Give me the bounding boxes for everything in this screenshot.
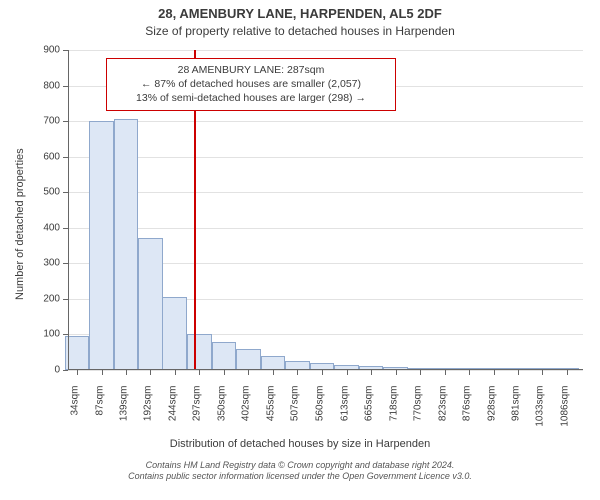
footer-line-2: Contains public sector information licen… <box>0 471 600 482</box>
histogram-bar <box>138 238 163 370</box>
info-box: 28 AMENBURY LANE: 287sqm ← 87% of detach… <box>106 58 396 111</box>
x-tick-mark <box>445 370 446 375</box>
chart-title-main: 28, AMENBURY LANE, HARPENDEN, AL5 2DF <box>0 6 600 21</box>
y-axis-line <box>68 50 69 370</box>
x-tick-label: 613sqm <box>339 386 350 434</box>
x-tick-label: 1086sqm <box>560 386 571 434</box>
x-tick-mark <box>322 370 323 375</box>
x-tick-mark <box>126 370 127 375</box>
grid-line <box>68 228 583 229</box>
x-tick-mark <box>469 370 470 375</box>
x-tick-mark <box>567 370 568 375</box>
chart-title-sub: Size of property relative to detached ho… <box>0 24 600 38</box>
footer-attribution: Contains HM Land Registry data © Crown c… <box>0 460 600 483</box>
x-tick-label: 823sqm <box>437 386 448 434</box>
x-tick-label: 1033sqm <box>535 386 546 434</box>
histogram-bar <box>187 334 212 370</box>
y-tick-label: 900 <box>30 45 60 56</box>
x-tick-mark <box>396 370 397 375</box>
y-tick-label: 500 <box>30 187 60 198</box>
y-tick-mark <box>63 86 68 87</box>
x-tick-label: 87sqm <box>94 386 105 434</box>
x-axis-label: Distribution of detached houses by size … <box>0 438 600 450</box>
y-tick-mark <box>63 50 68 51</box>
x-tick-mark <box>494 370 495 375</box>
y-tick-label: 400 <box>30 222 60 233</box>
x-tick-mark <box>102 370 103 375</box>
grid-line <box>68 121 583 122</box>
x-tick-label: 455sqm <box>266 386 277 434</box>
y-tick-mark <box>63 228 68 229</box>
x-tick-label: 718sqm <box>388 386 399 434</box>
y-axis-label: Number of detached properties <box>14 148 26 300</box>
y-tick-mark <box>63 192 68 193</box>
y-tick-mark <box>63 334 68 335</box>
y-tick-mark <box>63 157 68 158</box>
x-tick-mark <box>248 370 249 375</box>
info-line-1: 28 AMENBURY LANE: 287sqm <box>113 63 389 77</box>
y-tick-label: 300 <box>30 258 60 269</box>
x-tick-mark <box>199 370 200 375</box>
x-tick-label: 192sqm <box>143 386 154 434</box>
y-tick-mark <box>63 370 68 371</box>
x-tick-mark <box>77 370 78 375</box>
x-tick-mark <box>542 370 543 375</box>
grid-line <box>68 157 583 158</box>
x-tick-label: 34sqm <box>69 386 80 434</box>
x-tick-label: 770sqm <box>412 386 423 434</box>
x-tick-mark <box>224 370 225 375</box>
histogram-bar <box>261 356 286 370</box>
histogram-bar <box>162 297 187 370</box>
y-tick-mark <box>63 299 68 300</box>
x-tick-mark <box>273 370 274 375</box>
x-tick-mark <box>347 370 348 375</box>
y-tick-label: 100 <box>30 329 60 340</box>
histogram-bar <box>212 342 237 370</box>
histogram-bar <box>89 121 114 370</box>
grid-line <box>68 192 583 193</box>
y-tick-mark <box>63 263 68 264</box>
y-tick-label: 200 <box>30 293 60 304</box>
x-tick-mark <box>175 370 176 375</box>
histogram-bar <box>236 349 261 370</box>
x-tick-label: 244sqm <box>167 386 178 434</box>
x-tick-mark <box>371 370 372 375</box>
grid-line <box>68 370 583 371</box>
x-tick-label: 350sqm <box>217 386 228 434</box>
x-tick-label: 402sqm <box>241 386 252 434</box>
histogram-bar <box>114 119 139 370</box>
x-tick-label: 665sqm <box>363 386 374 434</box>
footer-line-1: Contains HM Land Registry data © Crown c… <box>0 460 600 471</box>
x-tick-mark <box>420 370 421 375</box>
x-tick-mark <box>297 370 298 375</box>
x-axis-line <box>68 369 583 370</box>
info-line-2: ← 87% of detached houses are smaller (2,… <box>113 77 389 91</box>
x-tick-label: 560sqm <box>315 386 326 434</box>
x-tick-label: 981sqm <box>511 386 522 434</box>
x-tick-label: 297sqm <box>192 386 203 434</box>
x-tick-label: 507sqm <box>290 386 301 434</box>
y-tick-mark <box>63 121 68 122</box>
x-tick-label: 876sqm <box>462 386 473 434</box>
chart-container: 28, AMENBURY LANE, HARPENDEN, AL5 2DF Si… <box>0 0 600 500</box>
plot-area: 28 AMENBURY LANE: 287sqm ← 87% of detach… <box>68 50 583 370</box>
y-tick-label: 800 <box>30 80 60 91</box>
x-tick-mark <box>518 370 519 375</box>
y-tick-label: 600 <box>30 151 60 162</box>
x-tick-label: 139sqm <box>118 386 129 434</box>
x-tick-mark <box>150 370 151 375</box>
y-tick-label: 0 <box>30 365 60 376</box>
grid-line <box>68 50 583 51</box>
y-tick-label: 700 <box>30 116 60 127</box>
x-tick-label: 928sqm <box>486 386 497 434</box>
info-line-3: 13% of semi-detached houses are larger (… <box>113 91 389 105</box>
